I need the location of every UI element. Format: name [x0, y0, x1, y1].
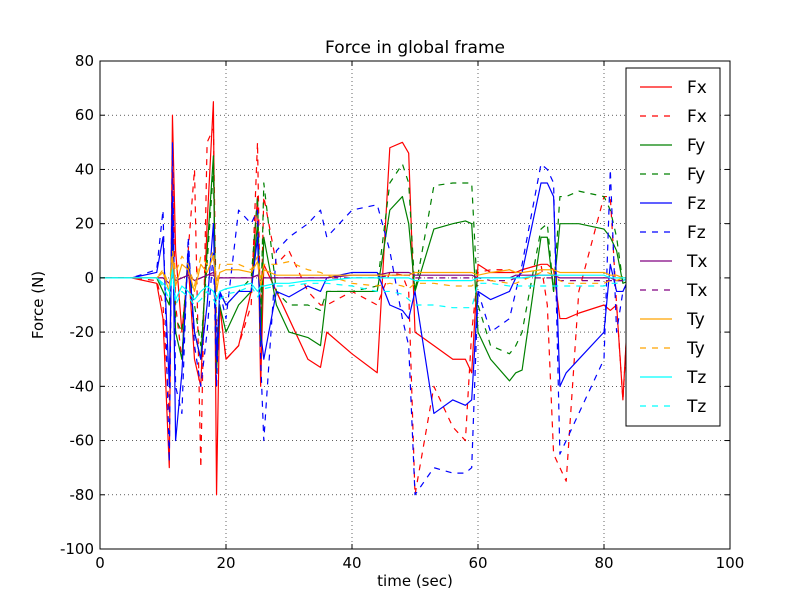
legend: Fx Fx Fy Fy Fz Fz Tx Tx Ty Ty Tz Tz — [625, 67, 721, 427]
x-tick-label: 0 — [95, 554, 105, 572]
chart-title: Force in global frame — [325, 38, 505, 58]
ticks: 0 20 40 60 80 100 -100 -80 -60 -40 -20 0 20 40 60 80 — [60, 52, 744, 572]
legend-label: Tx — [686, 281, 707, 301]
legend-label: Fz — [687, 194, 706, 214]
series-line — [100, 141, 630, 496]
series-line — [100, 274, 630, 282]
legend-label: Fy — [687, 136, 705, 156]
x-tick-label: 80 — [594, 554, 613, 572]
plot-frame — [99, 60, 731, 550]
lines — [100, 101, 630, 496]
y-axis-label: Force (N) — [29, 271, 47, 339]
legend-label: Fy — [687, 165, 705, 185]
y-tick-label: -80 — [70, 486, 95, 504]
legend-label: Tz — [686, 397, 706, 417]
legend-label: Ty — [686, 339, 705, 359]
legend-label: Ty — [686, 310, 705, 330]
y-tick-label: -60 — [70, 432, 95, 450]
x-tick-label: 100 — [716, 554, 745, 572]
series-line — [100, 255, 630, 293]
y-tick-label: -40 — [70, 377, 95, 395]
legend-label: Tz — [686, 368, 706, 388]
y-tick-label: 20 — [75, 215, 94, 233]
plot-area — [100, 61, 730, 549]
legend-label: Fx — [687, 78, 707, 98]
legend-label: Fx — [687, 107, 707, 127]
y-tick-label: 60 — [75, 106, 94, 124]
y-tick-label: 0 — [84, 269, 94, 287]
y-tick-label: -20 — [70, 323, 95, 341]
series-line — [100, 269, 630, 301]
legend-label: Tx — [686, 252, 707, 272]
y-tick-label: 40 — [75, 160, 94, 178]
legend-label: Fz — [687, 223, 706, 243]
x-tick-label: 40 — [342, 554, 361, 572]
x-tick-label: 20 — [216, 554, 235, 572]
y-tick-label: -100 — [60, 540, 94, 558]
x-axis-label: time (sec) — [377, 572, 453, 590]
y-tick-label: 80 — [75, 52, 94, 70]
series-line — [100, 250, 630, 290]
legend-box — [625, 67, 721, 427]
series-line — [100, 271, 630, 309]
x-tick-label: 60 — [468, 554, 487, 572]
